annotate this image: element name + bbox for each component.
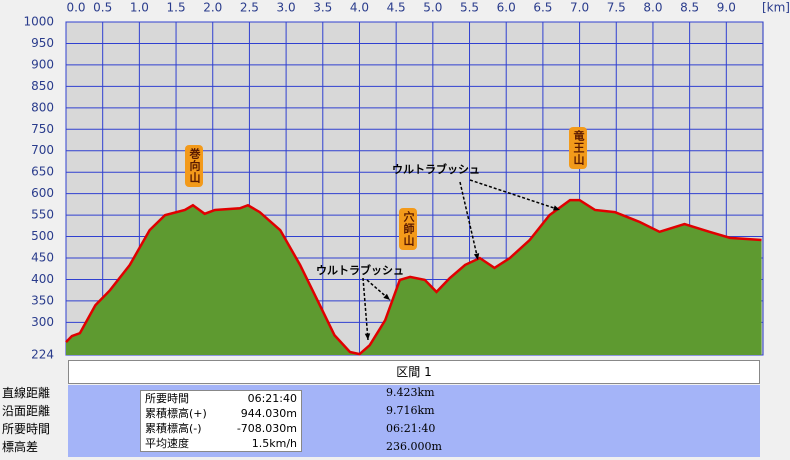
arrow-head	[383, 293, 390, 300]
stats-row: 所要時間 06:21:40	[141, 391, 301, 406]
stats-label: 平均速度	[145, 437, 189, 450]
x-tick-label: 1.0	[130, 1, 149, 15]
peak-label: 穴師山	[399, 208, 417, 250]
x-tick-label: 7.5	[607, 1, 626, 15]
stats-value: -708.030m	[236, 422, 297, 435]
x-tick-label: 1.5	[167, 1, 186, 15]
stats-label: 所要時間	[145, 392, 189, 405]
x-tick-label: 5.0	[423, 1, 442, 15]
profile-line	[65, 198, 762, 356]
stats-row: 累積標高(+) 944.030m	[141, 406, 301, 421]
chart: 224 300 350 400 450 500 550 600 650 700 750 800 850 9…	[23, 1, 790, 361]
x-tick-label: 5.5	[460, 1, 479, 15]
y-tick-label: 950	[31, 36, 54, 50]
y-tick-label: 600	[31, 186, 54, 200]
y-tick-label: 650	[31, 165, 54, 179]
y-tick-label: 400	[31, 272, 54, 286]
annotation-arrow	[469, 179, 561, 211]
stats-value: 1.5km/h	[251, 437, 297, 450]
x-tick-label: 6.0	[497, 1, 516, 15]
peak-label: 竜王山	[569, 127, 587, 169]
row-label: 標高差	[2, 440, 39, 454]
section-title: 区間 1	[68, 360, 760, 384]
x-tick-label: 9.0	[717, 1, 736, 15]
y-tick-label: 900	[31, 57, 54, 71]
stats-label: 累積標高(+)	[145, 407, 207, 420]
row-label: 沿面距離	[2, 404, 51, 418]
x-tick-label: 4.0	[350, 1, 369, 15]
y-tick-label: 850	[31, 79, 54, 93]
stats-row: 累積標高(-) -708.030m	[141, 421, 301, 436]
stats-value: 944.030m	[240, 407, 297, 420]
x-tick-label: 0.5	[93, 1, 112, 15]
stats-value: 06:21:40	[247, 392, 297, 405]
y-tick-label: 800	[31, 100, 54, 114]
y-tick-label: 500	[31, 229, 54, 243]
annotation: ウルトラブッシュ	[316, 264, 404, 277]
row-value: 236.000m	[386, 440, 442, 453]
row-label: 所要時間	[2, 422, 51, 436]
row-value: 9.716km	[386, 404, 435, 417]
arrow-head	[364, 333, 371, 340]
x-unit: [km]	[762, 1, 790, 15]
annotation-arrow	[362, 277, 369, 341]
y-tick-label: 700	[31, 143, 54, 157]
x-tick-label: 2.5	[240, 1, 259, 15]
y-tick-label: 750	[31, 122, 54, 136]
x-tick-label: 7.0	[570, 1, 589, 15]
y-tick-label: 1000	[23, 15, 54, 29]
x-tick-label: 3.0	[277, 1, 296, 15]
x-tick-label: 2.0	[203, 1, 222, 15]
x-tick-label: 8.5	[680, 1, 699, 15]
y-tick-label: 224	[31, 348, 54, 361]
annotation: ウルトラブッシュ	[392, 163, 480, 176]
annotation-arrow	[459, 181, 479, 261]
x-tick-label: 8.0	[643, 1, 662, 15]
stats-row: 平均速度 1.5km/h	[141, 436, 301, 451]
stats-table: 所要時間 06:21:40 累積標高(+) 944.030m 累積標高(-) -708.0…	[140, 390, 302, 452]
row-value: 06:21:40	[386, 422, 436, 435]
y-tick-label: 350	[31, 293, 54, 307]
arrow-head	[473, 253, 480, 260]
y-tick-label: 550	[31, 208, 54, 222]
x-tick-label: 6.5	[533, 1, 552, 15]
x-tick-label: 0.0	[66, 1, 85, 15]
x-tick-label: 4.5	[387, 1, 406, 15]
stats-label: 累積標高(-)	[145, 422, 202, 435]
y-tick-label: 450	[31, 251, 54, 265]
y-tick-label: 300	[31, 315, 54, 329]
x-tick-label: 3.5	[313, 1, 332, 15]
row-label: 直線距離	[2, 386, 51, 400]
peak-label: 巻向山	[185, 145, 203, 187]
row-value: 9.423km	[386, 386, 435, 399]
arrow-head	[553, 205, 560, 211]
area-fill	[66, 200, 762, 355]
